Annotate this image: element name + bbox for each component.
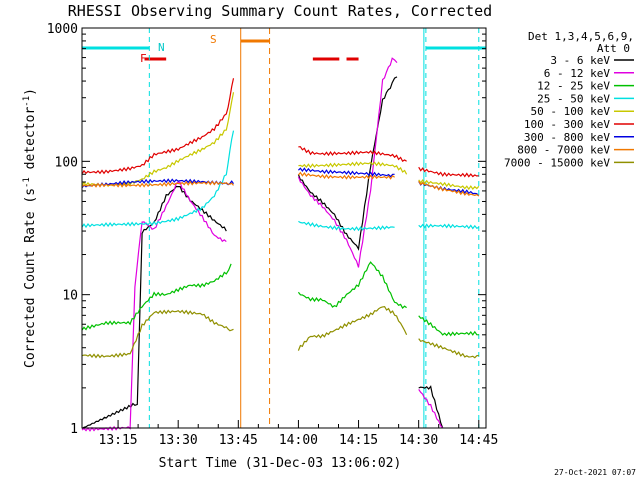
- legend-item-label: 25 - 50 keV: [537, 92, 610, 105]
- x-tick-label: 13:45: [219, 433, 258, 448]
- annotation-flare: F: [140, 52, 147, 65]
- series-line: [418, 179, 480, 191]
- legend-item-label: 6 - 12 keV: [544, 67, 611, 80]
- series-line: [81, 185, 227, 430]
- series-line: [418, 385, 444, 429]
- legend-header-line2: Att 0: [597, 42, 630, 55]
- legend-item-label: 12 - 25 keV: [537, 80, 610, 93]
- legend-item-label: 300 - 800 keV: [524, 131, 610, 144]
- y-axis-label-main: Corrected Count Rate (s: [23, 188, 38, 368]
- y-tick-label: 100: [55, 155, 78, 170]
- x-tick-label: 14:00: [279, 433, 318, 448]
- y-axis-label-end: ): [23, 88, 38, 96]
- x-tick-label: 13:30: [159, 433, 198, 448]
- series-line: [297, 261, 407, 309]
- footer-date: 27-Oct-2021 07:07: [554, 468, 636, 477]
- series-line: [298, 146, 407, 163]
- series-line: [81, 309, 234, 359]
- series-line: [418, 223, 480, 230]
- x-tick-label: 14:15: [339, 433, 378, 448]
- series-line: [418, 166, 479, 178]
- series-line: [418, 315, 479, 337]
- chart-title: RHESSI Observing Summary Count Rates, Co…: [68, 2, 492, 20]
- y-axis-label-sup2: -1: [22, 96, 32, 107]
- series-line: [81, 180, 234, 188]
- legend-item-label: 800 - 7000 keV: [517, 144, 610, 157]
- series-line: [418, 180, 480, 197]
- annotation-night: N: [158, 41, 165, 54]
- series-line: [297, 305, 408, 351]
- series-layer: [81, 57, 480, 432]
- series-line: [418, 338, 479, 359]
- x-axis-label: Start Time (31-Dec-03 13:06:02): [159, 456, 402, 471]
- annotation-saa: S: [210, 33, 217, 46]
- y-axis-label: Corrected Count Rate (s-1 detector-1): [22, 88, 38, 368]
- series-line: [81, 130, 235, 229]
- legend-item-label: 100 - 300 keV: [524, 118, 610, 131]
- series-line: [298, 220, 395, 232]
- y-axis-label-mid: detector: [23, 107, 38, 178]
- legend-item-label: 7000 - 15000 keV: [504, 156, 610, 169]
- series-line: [81, 181, 227, 432]
- flag-layer: [82, 28, 486, 428]
- y-tick-label: 1: [70, 422, 78, 437]
- x-tick-label: 14:45: [459, 433, 498, 448]
- series-line: [297, 171, 395, 180]
- series-line: [81, 263, 232, 331]
- series-line: [297, 57, 398, 268]
- y-tick-label: 1000: [47, 22, 78, 37]
- legend-item-label: 50 - 100 keV: [531, 105, 611, 118]
- legend-item-label: 3 - 6 keV: [550, 54, 610, 67]
- series-line: [297, 167, 395, 178]
- plot-frame: [81, 27, 487, 429]
- x-tick-label: 14:30: [399, 433, 438, 448]
- legend-header-line1: Det 1,3,4,5,6,9,: [528, 30, 634, 43]
- series-line: [298, 161, 408, 175]
- y-tick-label: 10: [62, 289, 78, 304]
- y-axis-label-sup1: -1: [22, 177, 32, 188]
- series-line: [297, 76, 398, 251]
- series-line: [418, 389, 444, 429]
- x-tick-label: 13:15: [99, 433, 138, 448]
- series-line: [81, 78, 235, 175]
- axis-layer: 13:15 13:30 13:45 14:00 14:15 14:30 14:45 1 10 10…: [47, 22, 499, 448]
